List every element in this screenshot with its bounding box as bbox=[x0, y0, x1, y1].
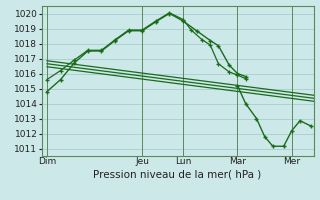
X-axis label: Pression niveau de la mer( hPa ): Pression niveau de la mer( hPa ) bbox=[93, 169, 262, 179]
